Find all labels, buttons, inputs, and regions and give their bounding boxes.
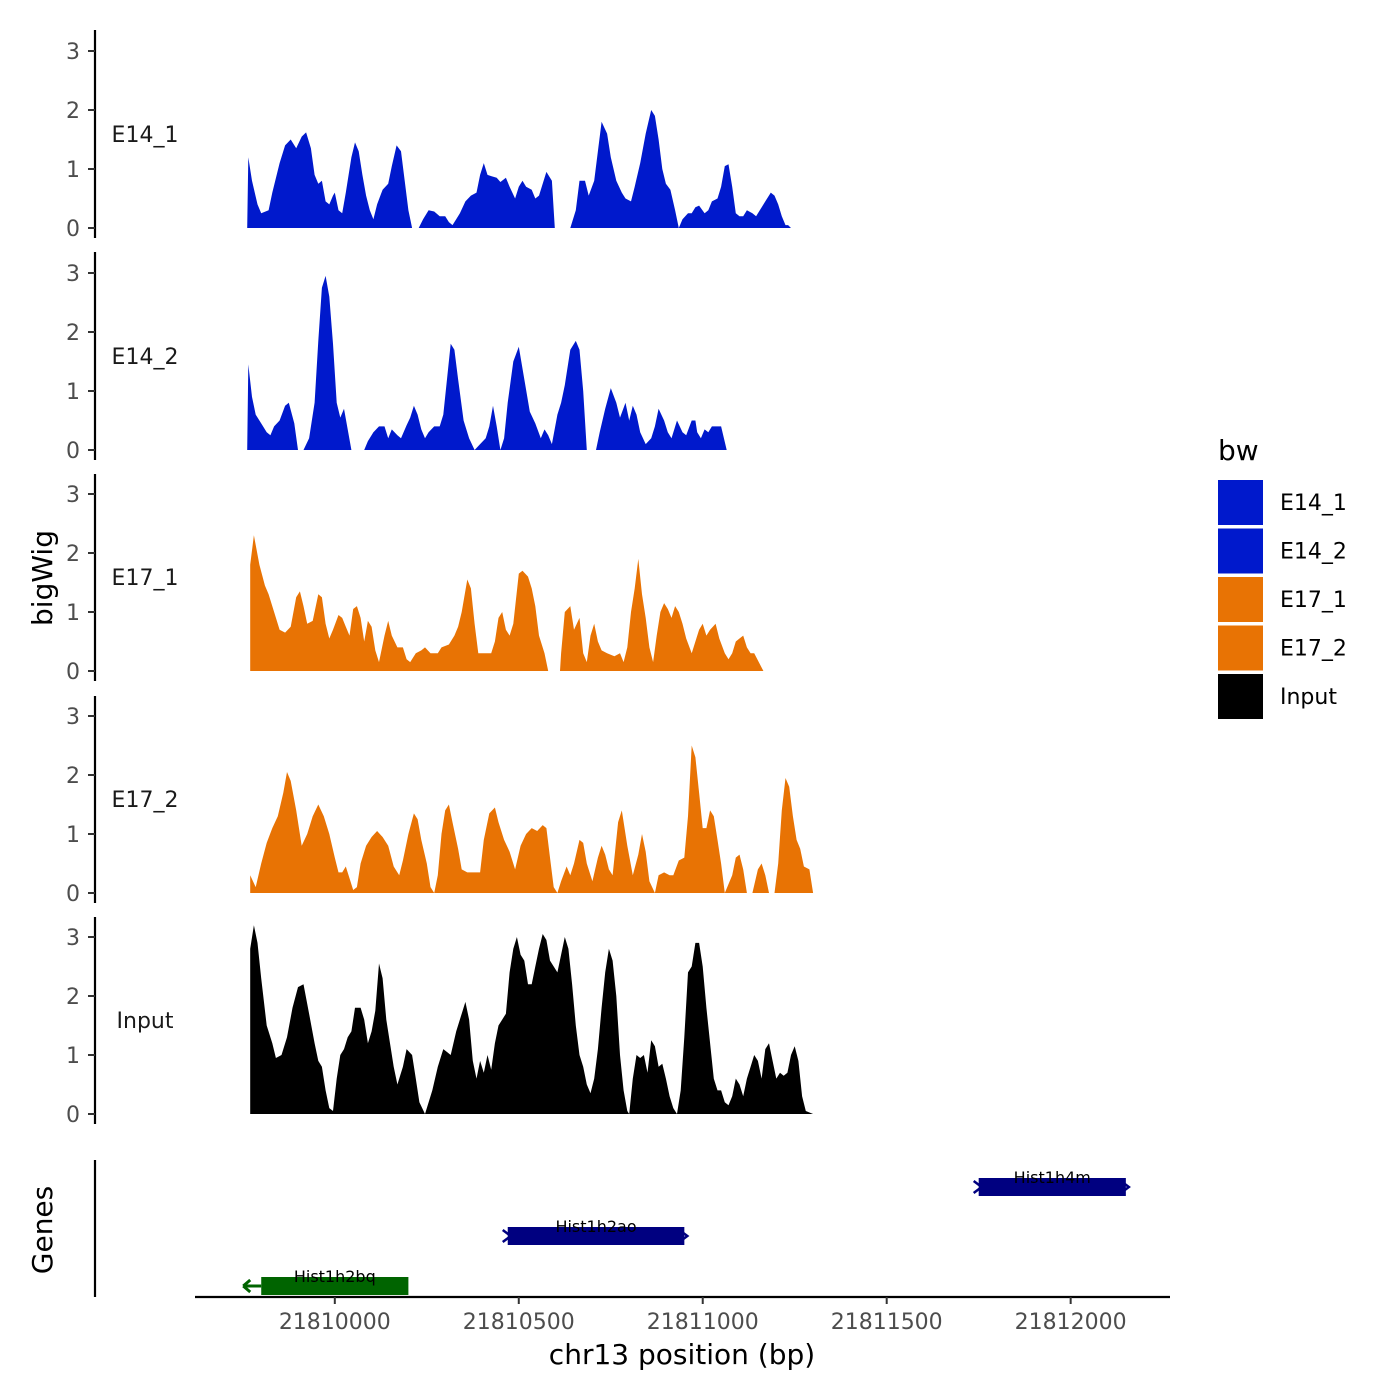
- track-label: E17_1: [112, 566, 179, 591]
- panel-input: 0 1 2 3 Input: [66, 917, 814, 1128]
- x-axis-title: chr13 position (bp): [549, 1338, 815, 1371]
- x-tick-label: 21811000: [647, 1310, 759, 1335]
- y-tick-label: 1: [66, 158, 80, 183]
- coverage-area-e17-1: [250, 535, 764, 671]
- track-panels: 0 1 2 3 E14_1 0 1 2 3 E14_2 0 1 2 3 E17_1 0 1 2 3 E17_2 0 1 2 3…: [66, 30, 814, 1128]
- y-tick-label: 3: [66, 926, 80, 951]
- y-tick-label: 1: [66, 823, 80, 848]
- coverage-area-input: [250, 925, 814, 1114]
- strand-arrow-icon: [501, 1229, 513, 1243]
- coverage-area-e14-2: [247, 275, 727, 450]
- legend-swatch: [1218, 674, 1263, 719]
- y-tick-label: 3: [66, 483, 80, 508]
- coverage-area-e14-1: [247, 110, 791, 228]
- y-tick-label: 0: [66, 882, 80, 907]
- legend: bw E14_1 E14_2 E17_1 E17_2 Input: [1218, 434, 1347, 719]
- y-tick-label: 2: [66, 542, 80, 567]
- genes-panel: Hist1h2bq Hist1h2ao Hist1h4m: [93, 1160, 1131, 1297]
- x-tick-label: 21810000: [279, 1310, 391, 1335]
- y-axis-title: bigWig: [26, 530, 59, 626]
- strand-arrow-icon: [242, 1278, 262, 1294]
- gene-body: [507, 1227, 685, 1245]
- legend-swatch: [1218, 528, 1263, 574]
- legend-label: E17_2: [1280, 637, 1347, 662]
- gene-label: Hist1h2bq: [294, 1267, 376, 1286]
- y-tick-label: 3: [66, 262, 80, 287]
- strand-arrow-icon: [678, 1229, 690, 1243]
- x-tick-label: 21811500: [831, 1310, 943, 1335]
- legend-swatch: [1218, 577, 1263, 622]
- y-tick-label: 2: [66, 321, 80, 346]
- legend-swatch: [1218, 625, 1263, 671]
- gene-body: [261, 1277, 409, 1295]
- y-tick-label: 2: [66, 99, 80, 124]
- y-tick-label: 0: [66, 217, 80, 242]
- x-tick-label: 21810500: [463, 1310, 575, 1335]
- gene-hist1h2bq: Hist1h2bq: [242, 1267, 409, 1295]
- y-tick-label: 2: [66, 985, 80, 1010]
- y-tick-label: 3: [66, 705, 80, 730]
- gene-label: Hist1h2ao: [555, 1217, 636, 1236]
- legend-label: E14_2: [1280, 540, 1347, 565]
- panel-e14-1: 0 1 2 3 E14_1: [66, 30, 791, 242]
- gene-hist1h4m: Hist1h4m: [972, 1168, 1131, 1196]
- x-tick-label: 21812000: [1015, 1310, 1127, 1335]
- track-label: E14_2: [112, 345, 179, 370]
- genes-axis-title: Genes: [26, 1186, 59, 1274]
- y-tick-label: 0: [66, 660, 80, 685]
- legend-title: bw: [1218, 434, 1259, 467]
- gene-hist1h2ao: Hist1h2ao: [501, 1217, 690, 1245]
- legend-swatch: [1218, 480, 1263, 525]
- x-axis: 21810000 21810500 21811000 21811500 21812000: [195, 1295, 1170, 1335]
- legend-label: Input: [1280, 685, 1337, 710]
- y-tick-label: 3: [66, 40, 80, 65]
- y-tick-label: 1: [66, 601, 80, 626]
- y-tick-label: 1: [66, 1044, 80, 1069]
- panel-e14-2: 0 1 2 3 E14_2: [66, 252, 727, 464]
- panel-e17-1: 0 1 2 3 E17_1: [66, 474, 764, 685]
- gene-label: Hist1h4m: [1014, 1168, 1091, 1187]
- gene-body: [978, 1178, 1126, 1196]
- y-tick-label: 0: [66, 439, 80, 464]
- y-tick-label: 1: [66, 380, 80, 405]
- track-label: E17_2: [112, 788, 179, 813]
- panel-e17-2: 0 1 2 3 E17_2: [66, 696, 814, 907]
- strand-arrow-icon: [1120, 1180, 1131, 1194]
- track-label: E14_1: [112, 123, 179, 148]
- legend-label: E17_1: [1280, 588, 1347, 613]
- coverage-area-e17-2: [250, 745, 814, 893]
- y-tick-label: 2: [66, 764, 80, 789]
- legend-label: E14_1: [1280, 491, 1347, 516]
- y-tick-label: 0: [66, 1103, 80, 1128]
- track-label: Input: [117, 1009, 174, 1034]
- strand-arrow-icon: [972, 1180, 984, 1194]
